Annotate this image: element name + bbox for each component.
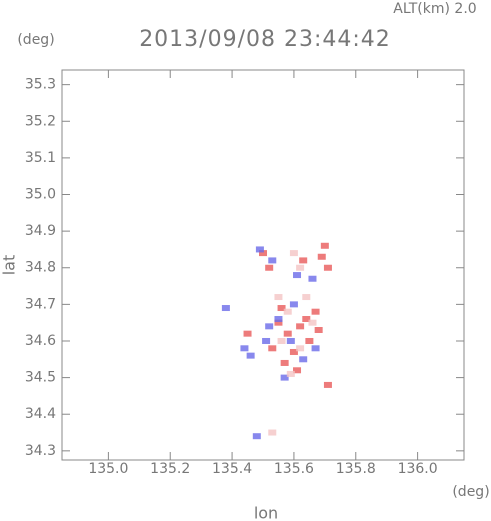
echo-cell bbox=[252, 433, 261, 440]
echo-cell bbox=[314, 327, 323, 333]
echo-cell bbox=[255, 246, 264, 253]
echo-cell bbox=[317, 253, 326, 260]
echo-cell bbox=[323, 381, 332, 388]
y-tick-label: 34.9 bbox=[25, 223, 56, 239]
echo-cell bbox=[280, 374, 289, 381]
echo-cell bbox=[243, 330, 252, 337]
y-unit: (deg) bbox=[17, 32, 54, 48]
echo-cell bbox=[268, 345, 277, 352]
echo-cell bbox=[240, 345, 249, 352]
x-tick-label: 135.0 bbox=[88, 461, 128, 477]
echo-cell bbox=[308, 319, 317, 326]
echo-cell bbox=[305, 337, 314, 344]
echo-cell bbox=[293, 367, 302, 374]
echo-cell bbox=[323, 264, 332, 271]
echo-cell bbox=[299, 257, 308, 264]
echo-cell bbox=[262, 337, 271, 344]
echo-cell bbox=[274, 316, 283, 323]
echo-cell bbox=[277, 337, 286, 344]
x-tick-label: 135.8 bbox=[336, 461, 376, 477]
y-tick-label: 34.3 bbox=[25, 443, 56, 459]
echo-cell bbox=[299, 356, 308, 363]
y-axis-label: lat bbox=[0, 255, 19, 276]
echo-cell bbox=[296, 345, 305, 352]
echo-cell bbox=[277, 305, 286, 312]
echo-cell bbox=[283, 308, 292, 315]
y-tick-label: 34.4 bbox=[25, 406, 56, 422]
echo-cell bbox=[274, 294, 283, 301]
y-tick-label: 35.3 bbox=[25, 77, 56, 93]
y-tick-label: 34.6 bbox=[25, 333, 56, 349]
echo-cell bbox=[259, 250, 267, 257]
echo-cell bbox=[246, 352, 255, 359]
y-tick-label: 35.1 bbox=[25, 150, 56, 166]
echo-cell bbox=[296, 264, 305, 271]
y-tick-label: 35.0 bbox=[25, 187, 56, 203]
echo-cell bbox=[296, 323, 305, 330]
echo-cell bbox=[289, 348, 298, 355]
echo-cell bbox=[311, 308, 320, 315]
y-tick-label: 34.5 bbox=[25, 370, 56, 386]
echo-cell bbox=[308, 275, 317, 282]
chart-title: 2013/09/08 23:44:42 bbox=[139, 27, 391, 52]
x-tick-label: 135.4 bbox=[212, 461, 252, 477]
x-tick-label: 135.6 bbox=[274, 461, 314, 477]
altitude-label: ALT(km) 2.0 bbox=[393, 1, 476, 17]
echo-cell bbox=[221, 305, 230, 312]
echo-cell bbox=[268, 257, 277, 264]
echo-cell bbox=[320, 242, 329, 249]
echo-cell bbox=[283, 330, 292, 337]
echo-cell bbox=[293, 272, 302, 279]
x-unit: (deg) bbox=[452, 484, 489, 500]
echo-cell bbox=[286, 337, 295, 344]
echo-cell bbox=[274, 319, 283, 326]
echo-cell bbox=[265, 264, 274, 271]
echo-cell bbox=[289, 250, 298, 257]
echo-cell bbox=[289, 301, 298, 308]
y-tick-label: 34.7 bbox=[25, 296, 56, 312]
echo-cell bbox=[311, 345, 320, 352]
x-tick-label: 135.2 bbox=[150, 461, 190, 477]
echo-cell bbox=[280, 359, 289, 366]
y-tick-label: 35.2 bbox=[25, 113, 56, 129]
echo-cell bbox=[268, 429, 277, 436]
echo-cell bbox=[265, 323, 274, 330]
x-tick-label: 136.0 bbox=[398, 461, 438, 477]
echo-cell bbox=[286, 370, 295, 377]
y-tick-label: 34.8 bbox=[25, 260, 56, 276]
echo-cell bbox=[302, 316, 311, 323]
echo-cell bbox=[302, 294, 311, 301]
x-axis-label: lon bbox=[254, 504, 278, 521]
plot-frame bbox=[61, 69, 465, 461]
